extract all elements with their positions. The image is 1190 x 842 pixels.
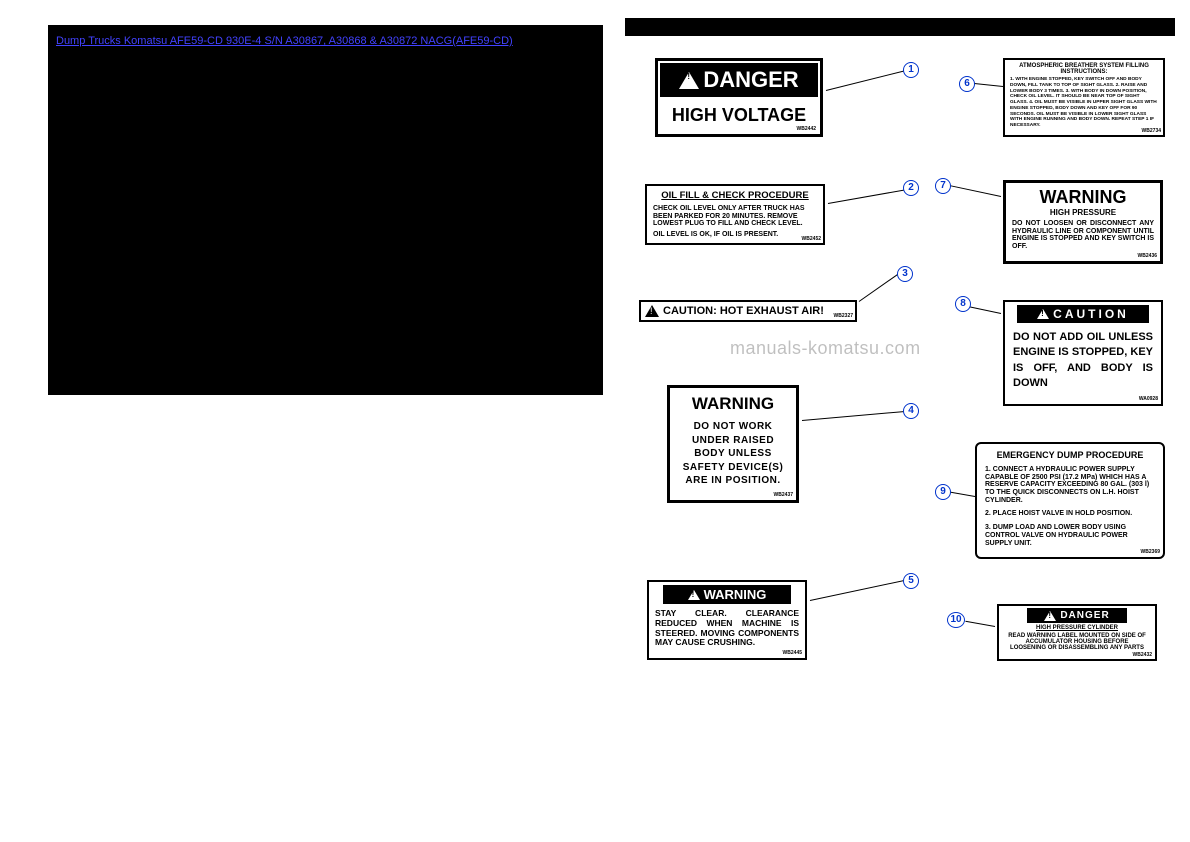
- leader-line: [826, 70, 906, 91]
- warning-triangle-icon: [688, 590, 700, 600]
- label-4-part: WB2437: [774, 492, 793, 498]
- label-9-s2: 2. PLACE HOIST VALVE IN HOLD POSITION.: [985, 510, 1155, 518]
- leader-line: [859, 271, 902, 302]
- label-6-breather: ATMOSPHERIC BREATHER SYSTEM FILLING INST…: [1003, 58, 1165, 137]
- callout-3: 3: [897, 266, 913, 282]
- label-3-text: CAUTION: HOT EXHAUST AIR!: [663, 305, 824, 317]
- leader-line: [973, 83, 1003, 87]
- label-8-part: WA0928: [1139, 396, 1158, 402]
- leader-line: [810, 579, 908, 601]
- label-6-title: ATMOSPHERIC BREATHER SYSTEM FILLING INST…: [1010, 63, 1158, 75]
- label-9-s3: 3. DUMP LOAD AND LOWER BODY USING CONTRO…: [985, 524, 1155, 547]
- leader-line: [949, 491, 975, 496]
- label-1-danger-voltage: DANGER HIGH VOLTAGE WB2442: [655, 58, 823, 137]
- label-7-sub: HIGH PRESSURE: [1012, 208, 1154, 217]
- warning-triangle-icon: [679, 72, 699, 89]
- callout-9: 9: [935, 484, 951, 500]
- label-3-hot-exhaust: CAUTION: HOT EXHAUST AIR! WB2327: [639, 300, 857, 322]
- left-nav-panel: Dump Trucks Komatsu AFE59-CD 930E-4 S/N …: [48, 25, 603, 395]
- callout-2: 2: [903, 180, 919, 196]
- label-7-header: WARNING: [1012, 187, 1154, 208]
- callout-7: 7: [935, 178, 951, 194]
- label-3-part: WB2327: [834, 313, 853, 319]
- label-2-body2: OIL LEVEL IS OK, IF OIL IS PRESENT.: [653, 231, 817, 239]
- label-2-body1: CHECK OIL LEVEL ONLY AFTER TRUCK HAS BEE…: [653, 205, 817, 228]
- leader-line: [970, 306, 1002, 314]
- label-1-header: DANGER: [703, 67, 798, 93]
- document-link[interactable]: Dump Trucks Komatsu AFE59-CD 930E-4 S/N …: [56, 35, 513, 47]
- callout-6: 6: [959, 76, 975, 92]
- label-2-oil-fill: OIL FILL & CHECK PROCEDURE CHECK OIL LEV…: [645, 184, 825, 245]
- label-10-body: READ WARNING LABEL MOUNTED ON SIDE OF AC…: [999, 631, 1155, 653]
- warning-triangle-icon: [1037, 309, 1049, 319]
- label-9-part: WB2369: [1141, 549, 1160, 555]
- callout-4: 4: [903, 403, 919, 419]
- leader-line: [802, 411, 907, 421]
- label-5-header: WARNING: [704, 587, 767, 602]
- label-4-header: WARNING: [678, 394, 788, 414]
- leader-line: [965, 621, 995, 627]
- warning-triangle-icon: [1044, 611, 1056, 621]
- label-9-emergency-dump: EMERGENCY DUMP PROCEDURE 1. CONNECT A HY…: [975, 442, 1165, 559]
- callout-1: 1: [903, 62, 919, 78]
- label-8-caution-oil: CAUTION DO NOT ADD OIL UNLESS ENGINE IS …: [1003, 300, 1163, 406]
- label-10-danger-cylinder: DANGER HIGH PRESSURE CYLINDER READ WARNI…: [997, 604, 1157, 661]
- label-6-body: 1. WITH ENGINE STOPPED, KEY SWITCH OFF A…: [1010, 77, 1158, 129]
- label-9-s1: 1. CONNECT A HYDRAULIC POWER SUPPLY CAPA…: [985, 466, 1155, 504]
- callout-5: 5: [903, 573, 919, 589]
- label-10-header: DANGER: [1060, 610, 1109, 621]
- label-5-warning-clearance: WARNING STAY CLEAR. CLEARANCE REDUCED WH…: [647, 580, 807, 660]
- label-9-title: EMERGENCY DUMP PROCEDURE: [985, 450, 1155, 460]
- label-5-part: WB2445: [783, 650, 802, 656]
- label-10-part: WB2432: [1133, 652, 1152, 658]
- watermark-text: manuals-komatsu.com: [730, 338, 921, 359]
- label-8-body: DO NOT ADD OIL UNLESS ENGINE IS STOPPED,…: [1005, 326, 1161, 396]
- callout-10: 10: [947, 612, 965, 628]
- leader-line: [828, 189, 907, 204]
- caution-triangle-icon: [645, 305, 659, 317]
- callout-8: 8: [955, 296, 971, 312]
- label-6-part: WB2734: [1142, 128, 1161, 134]
- label-8-header: CAUTION: [1053, 307, 1129, 321]
- label-4-body: DO NOT WORK UNDER RAISED BODY UNLESS SAF…: [678, 420, 788, 488]
- label-2-part: WB2452: [802, 236, 821, 242]
- label-7-part: WB2436: [1138, 253, 1157, 259]
- leader-line: [950, 185, 1001, 197]
- label-7-body: DO NOT LOOSEN OR DISCONNECT ANY HYDRAULI…: [1012, 220, 1154, 251]
- label-1-part: WB2442: [797, 126, 816, 132]
- page-header-bar: [625, 18, 1175, 36]
- label-4-warning-body: WARNING DO NOT WORK UNDER RAISED BODY UN…: [667, 385, 799, 503]
- illustration-page: manuals-komatsu.com DANGER HIGH VOLTAGE …: [625, 18, 1175, 828]
- label-2-title: OIL FILL & CHECK PROCEDURE: [653, 190, 817, 201]
- label-5-body: STAY CLEAR. CLEARANCE REDUCED WHEN MACHI…: [649, 607, 805, 654]
- label-7-warning-pressure: WARNING HIGH PRESSURE DO NOT LOOSEN OR D…: [1003, 180, 1163, 264]
